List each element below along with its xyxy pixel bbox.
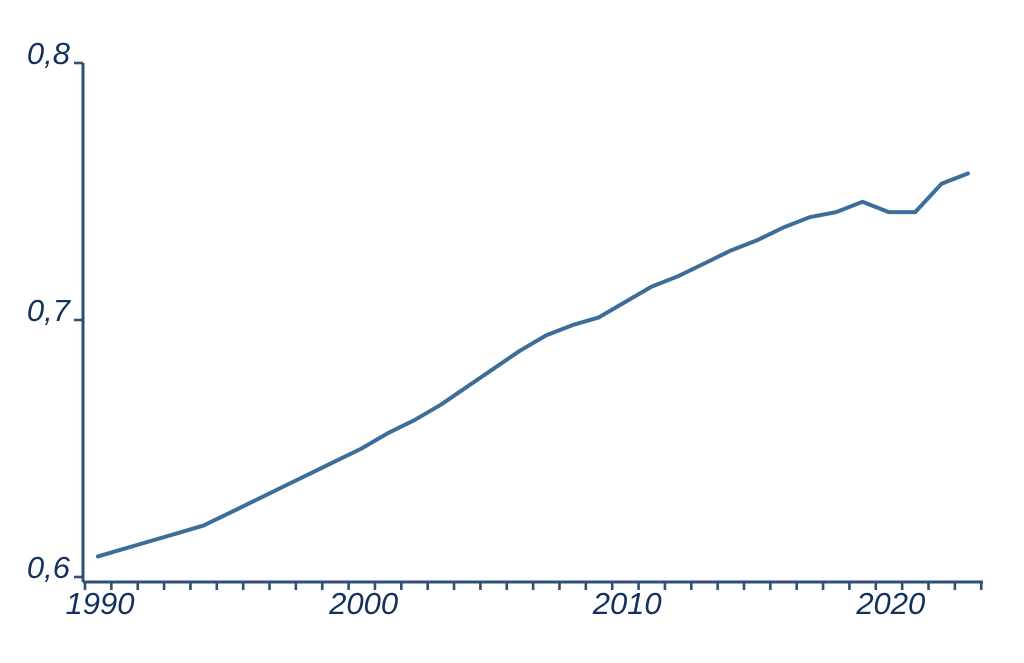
x-tick-label: 2010 <box>592 586 662 621</box>
x-tick-label: 2000 <box>328 586 398 621</box>
line-series <box>96 171 970 559</box>
x-tick-label: 1990 <box>66 586 135 621</box>
x-tick-label: 2020 <box>855 586 925 621</box>
y-tick-label: 0,6 <box>27 550 71 585</box>
y-tick-label: 0,8 <box>27 36 71 71</box>
x-axis: 1990 2000 2010 2020 <box>66 580 983 621</box>
y-tick-label: 0,7 <box>27 293 72 328</box>
y-axis: 0,6 0,7 0,8 <box>27 36 85 585</box>
data-line <box>96 171 970 559</box>
